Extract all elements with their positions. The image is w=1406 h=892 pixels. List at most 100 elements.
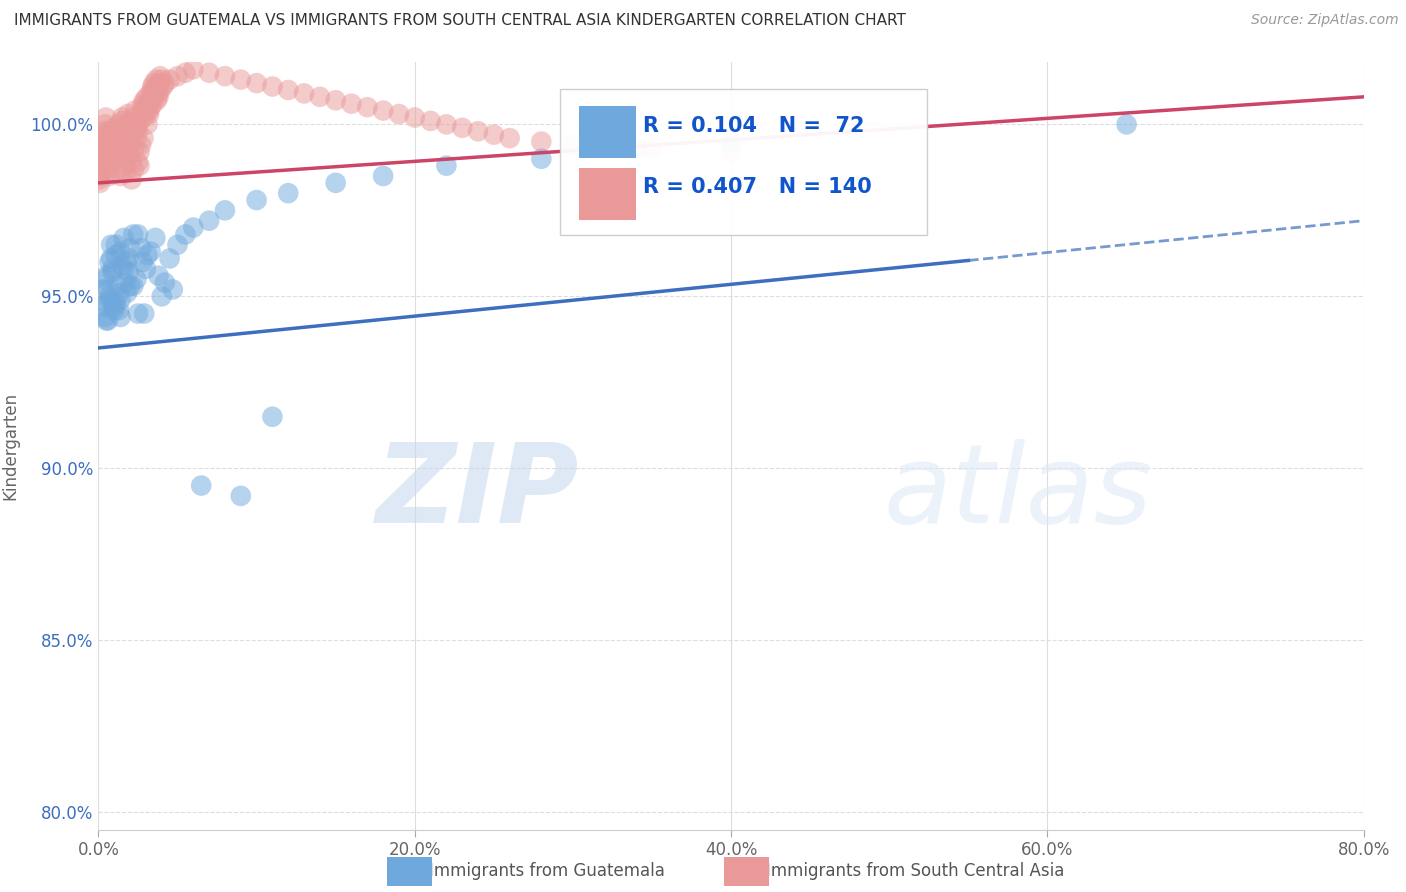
Point xyxy=(117,128,139,142)
Point xyxy=(325,93,347,107)
Point xyxy=(89,165,111,179)
Point xyxy=(148,268,170,283)
Point xyxy=(101,296,124,310)
Point xyxy=(112,231,135,245)
Point xyxy=(159,72,181,87)
Point xyxy=(97,283,120,297)
Point xyxy=(101,128,124,142)
Text: Immigrants from Guatemala: Immigrants from Guatemala xyxy=(429,863,665,880)
Point xyxy=(120,138,141,153)
Point xyxy=(117,107,139,121)
Point xyxy=(112,124,135,138)
Point xyxy=(100,252,122,266)
Point xyxy=(132,100,155,114)
Point xyxy=(96,313,118,327)
Point xyxy=(530,135,553,149)
Point xyxy=(94,152,117,166)
Point xyxy=(91,145,114,159)
Point xyxy=(108,303,131,318)
Point xyxy=(166,69,188,83)
Point xyxy=(100,148,122,162)
Point xyxy=(93,131,115,145)
Point xyxy=(135,90,157,104)
Point xyxy=(114,159,136,173)
Point xyxy=(142,96,165,111)
Point xyxy=(110,310,132,324)
Point xyxy=(561,138,585,153)
Text: Immigrants from South Central Asia: Immigrants from South Central Asia xyxy=(766,863,1064,880)
Point xyxy=(104,124,127,138)
Point xyxy=(93,138,117,153)
Point xyxy=(127,307,149,321)
Point xyxy=(145,231,166,245)
Point xyxy=(129,114,152,128)
Point xyxy=(115,117,138,131)
Point xyxy=(122,279,145,293)
Point xyxy=(117,252,139,266)
Point xyxy=(148,90,170,104)
Point xyxy=(136,248,159,262)
Point xyxy=(107,162,129,177)
Text: R = 0.104   N =  72: R = 0.104 N = 72 xyxy=(643,116,865,136)
Point xyxy=(325,176,347,190)
Point xyxy=(174,66,197,80)
Point xyxy=(124,103,146,118)
Point xyxy=(135,100,157,114)
Point xyxy=(145,72,167,87)
Point xyxy=(94,111,117,125)
Point xyxy=(145,83,166,97)
Point xyxy=(125,131,148,145)
Point xyxy=(98,169,121,183)
Point xyxy=(139,100,162,114)
Point xyxy=(125,120,148,135)
Point xyxy=(90,152,112,166)
Point xyxy=(148,76,170,90)
Point xyxy=(108,285,131,300)
Point xyxy=(277,186,299,201)
Point xyxy=(132,255,155,269)
Point xyxy=(108,131,131,145)
Point xyxy=(129,241,152,255)
Y-axis label: Kindergarten: Kindergarten xyxy=(1,392,20,500)
Point xyxy=(114,120,136,135)
Point xyxy=(104,248,127,262)
Point xyxy=(262,409,284,424)
Point xyxy=(134,93,156,107)
Point xyxy=(103,120,125,135)
Point xyxy=(98,141,121,155)
Point xyxy=(214,69,236,83)
Point xyxy=(153,76,176,90)
Point xyxy=(89,176,111,190)
Point xyxy=(198,213,221,227)
Point xyxy=(292,87,315,101)
Point xyxy=(451,120,474,135)
Point xyxy=(166,237,188,252)
Point xyxy=(94,117,117,131)
Point xyxy=(277,83,299,97)
Point xyxy=(90,159,112,173)
Point xyxy=(129,138,152,153)
Point xyxy=(127,117,149,131)
Point xyxy=(530,152,553,166)
Point xyxy=(127,155,149,169)
Point xyxy=(134,111,156,125)
Point xyxy=(98,289,121,303)
Point xyxy=(110,148,132,162)
Point xyxy=(104,145,127,159)
Point xyxy=(174,227,197,242)
FancyBboxPatch shape xyxy=(560,89,928,235)
Point xyxy=(246,193,269,207)
Point xyxy=(146,79,169,94)
Point xyxy=(128,159,150,173)
Point xyxy=(138,107,160,121)
Point xyxy=(98,293,121,307)
Point xyxy=(96,162,118,177)
Point xyxy=(111,111,134,125)
Point xyxy=(107,279,129,293)
Point xyxy=(91,135,114,149)
Point xyxy=(436,159,458,173)
Point xyxy=(120,279,141,293)
Point xyxy=(340,96,363,111)
Text: IMMIGRANTS FROM GUATEMALA VS IMMIGRANTS FROM SOUTH CENTRAL ASIA KINDERGARTEN COR: IMMIGRANTS FROM GUATEMALA VS IMMIGRANTS … xyxy=(14,13,905,29)
Point xyxy=(112,261,135,276)
